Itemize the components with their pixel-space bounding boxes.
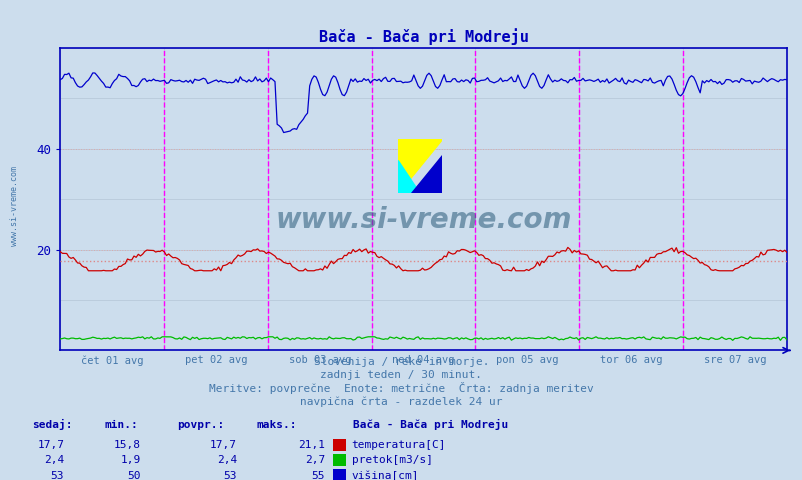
Text: Bača - Bača pri Modreju: Bača - Bača pri Modreju (353, 419, 508, 430)
Text: sedaj:: sedaj: (32, 419, 72, 430)
Text: 2,7: 2,7 (305, 456, 325, 466)
Text: www.si-vreme.com: www.si-vreme.com (10, 167, 18, 246)
Text: temperatura[C]: temperatura[C] (351, 440, 446, 450)
Text: 1,9: 1,9 (120, 456, 140, 466)
Text: 55: 55 (311, 471, 325, 480)
Text: maks.:: maks.: (257, 420, 297, 430)
Text: 2,4: 2,4 (44, 456, 64, 466)
Text: 17,7: 17,7 (37, 440, 64, 450)
Text: www.si-vreme.com: www.si-vreme.com (275, 206, 571, 234)
Text: Slovenija / reke in morje.: Slovenija / reke in morje. (314, 357, 488, 367)
Text: zadnji teden / 30 minut.: zadnji teden / 30 minut. (320, 370, 482, 380)
Title: Bača - Bača pri Modreju: Bača - Bača pri Modreju (318, 29, 528, 46)
Text: navpična črta - razdelek 24 ur: navpična črta - razdelek 24 ur (300, 396, 502, 407)
Text: min.:: min.: (104, 420, 138, 430)
Text: 53: 53 (51, 471, 64, 480)
Text: višina[cm]: višina[cm] (351, 470, 419, 480)
Text: 21,1: 21,1 (298, 440, 325, 450)
Text: 50: 50 (127, 471, 140, 480)
Text: 17,7: 17,7 (209, 440, 237, 450)
Text: 53: 53 (223, 471, 237, 480)
Text: povpr.:: povpr.: (176, 420, 224, 430)
Text: Meritve: povprečne  Enote: metrične  Črta: zadnja meritev: Meritve: povprečne Enote: metrične Črta:… (209, 382, 593, 394)
Text: 2,4: 2,4 (217, 456, 237, 466)
Text: 15,8: 15,8 (113, 440, 140, 450)
Text: pretok[m3/s]: pretok[m3/s] (351, 456, 432, 466)
